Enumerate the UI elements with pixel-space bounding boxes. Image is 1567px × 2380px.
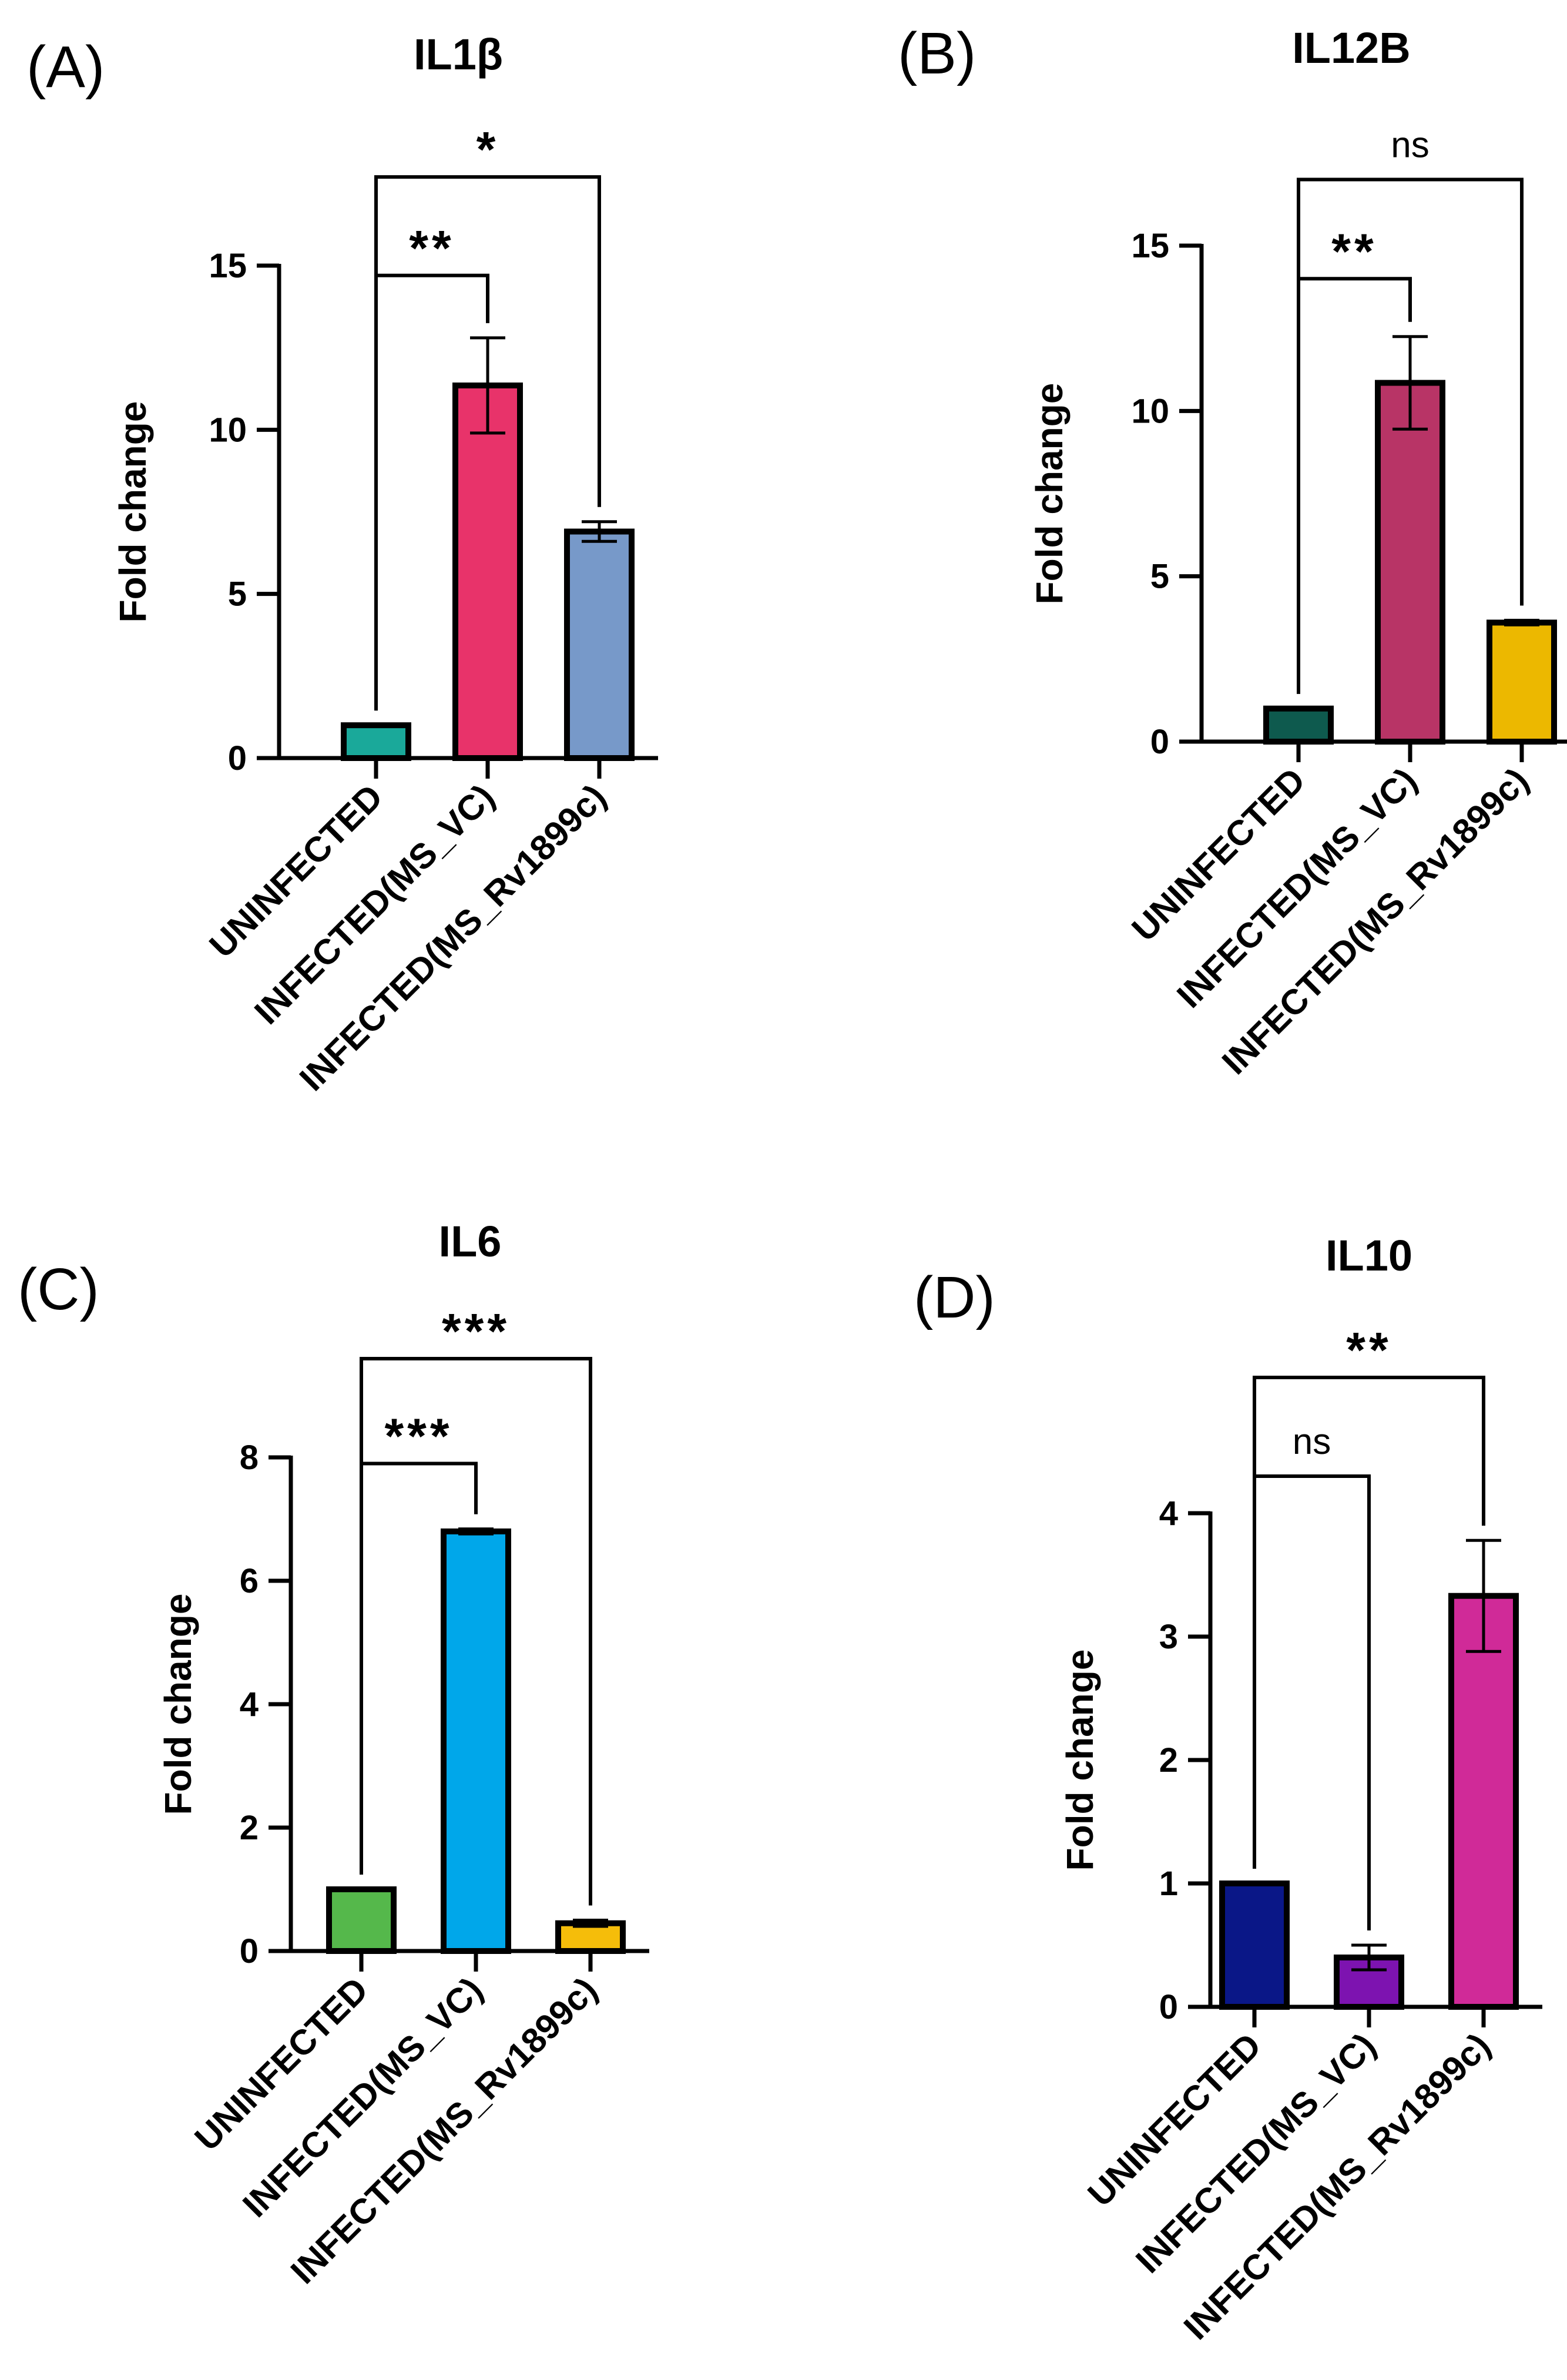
significance-label: ** (1346, 1322, 1391, 1377)
y-tick-label: 3 (1159, 1618, 1178, 1656)
significance-label: * (477, 122, 499, 177)
significance-bracket (1253, 1474, 1371, 1930)
y-tick-label: 15 (1131, 227, 1169, 265)
y-axis-label: Fold change (1059, 1650, 1101, 1871)
bar (1487, 619, 1557, 745)
y-tick-label: 4 (1159, 1494, 1178, 1533)
y-tick-label: 8 (240, 1439, 259, 1477)
panel-letter: (D) (914, 1265, 995, 1330)
significance-bracket (1297, 177, 1524, 694)
y-tick-label: 0 (1150, 723, 1169, 761)
y-tick-label: 0 (228, 739, 247, 777)
chart-title: IL1β (414, 30, 503, 79)
bar (452, 382, 523, 761)
y-axis-label: Fold change (157, 1594, 199, 1815)
bar (564, 528, 635, 762)
y-tick-label: 0 (1159, 1988, 1178, 2026)
significance-label: ** (1331, 223, 1377, 279)
y-tick-label: 2 (240, 1809, 259, 1847)
y-axis-label: Fold change (112, 401, 154, 623)
y-tick-label: 10 (209, 411, 247, 449)
y-tick-label: 2 (1159, 1741, 1178, 1779)
bar (326, 1886, 397, 1954)
significance-bracket (360, 1357, 592, 1906)
significance-bracket (374, 175, 601, 711)
significance-label: ** (409, 220, 454, 276)
chart-title: IL6 (439, 1217, 502, 1266)
y-tick-label: 6 (240, 1562, 259, 1600)
y-tick-label: 1 (1159, 1865, 1178, 1903)
chart-title: IL12B (1292, 24, 1411, 72)
y-tick-label: 15 (209, 247, 247, 285)
y-tick-label: 10 (1131, 392, 1169, 430)
bar (441, 1528, 511, 1954)
significance-label: ns (1293, 1422, 1331, 1462)
y-tick-label: 0 (240, 1932, 259, 1970)
y-tick-label: 5 (1150, 558, 1169, 596)
significance-label: ns (1391, 125, 1429, 165)
bar (341, 722, 411, 761)
panel-letter: (A) (26, 34, 105, 100)
significance-bracket (1253, 1376, 1485, 1869)
bar (1375, 380, 1445, 745)
y-tick-label: 4 (240, 1685, 259, 1724)
y-tick-label: 5 (228, 575, 247, 614)
bar (1219, 1880, 1290, 2010)
significance-label: *** (384, 1409, 452, 1464)
panel-letter: (C) (18, 1256, 99, 1322)
significance-label: *** (442, 1303, 510, 1359)
bar (1263, 705, 1334, 745)
bar (1448, 1593, 1519, 2010)
y-axis-label: Fold change (1028, 383, 1071, 605)
chart-title: IL10 (1326, 1231, 1412, 1280)
panel-letter: (B) (898, 21, 976, 86)
